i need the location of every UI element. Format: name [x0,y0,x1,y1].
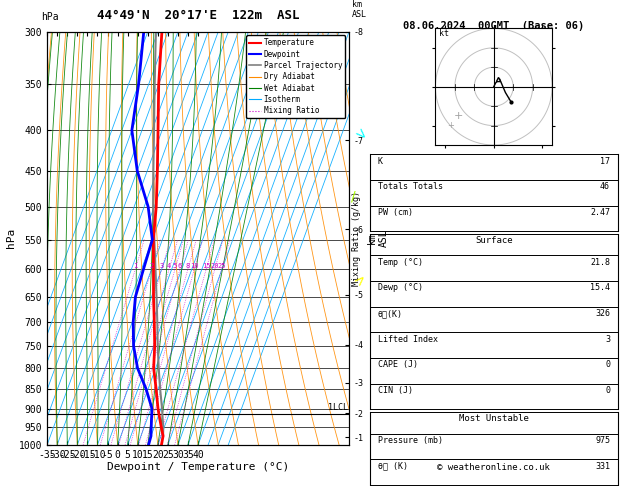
Text: Temp (°C): Temp (°C) [377,258,423,267]
Y-axis label: km
ASL: km ASL [367,229,388,247]
Text: PW (cm): PW (cm) [377,208,413,217]
Text: 3: 3 [605,335,610,344]
Text: 3: 3 [160,263,164,269]
Text: © weatheronline.co.uk: © weatheronline.co.uk [437,463,550,471]
Text: K: K [377,156,382,166]
Text: 20: 20 [211,263,219,269]
Text: hPa: hPa [41,12,58,22]
Text: 46: 46 [600,182,610,191]
Text: 5: 5 [173,263,177,269]
X-axis label: Dewpoint / Temperature (°C): Dewpoint / Temperature (°C) [107,462,289,472]
Text: 1: 1 [133,263,137,269]
Text: +: + [454,111,464,121]
Text: CIN (J): CIN (J) [377,386,413,395]
Text: Pressure (mb): Pressure (mb) [377,436,443,445]
Text: 08.06.2024  00GMT  (Base: 06): 08.06.2024 00GMT (Base: 06) [403,21,584,32]
Text: 1LCL: 1LCL [328,403,348,412]
Text: 10: 10 [190,263,199,269]
Text: Surface: Surface [475,236,513,244]
Text: 15: 15 [202,263,210,269]
Text: 331: 331 [595,462,610,470]
Text: 17: 17 [600,156,610,166]
Text: 21.8: 21.8 [590,258,610,267]
Text: km
ASL: km ASL [352,0,367,19]
Text: 2: 2 [150,263,153,269]
Text: 326: 326 [595,309,610,318]
Text: 2.47: 2.47 [590,208,610,217]
Text: Lifted Index: Lifted Index [377,335,438,344]
Text: kt: kt [439,29,449,38]
Text: Dewp (°C): Dewp (°C) [377,283,423,293]
Text: 15.4: 15.4 [590,283,610,293]
Text: 4: 4 [167,263,171,269]
Text: θᴄ (K): θᴄ (K) [377,462,408,470]
Text: >: > [351,270,369,289]
Text: Most Unstable: Most Unstable [459,414,529,423]
Text: 6: 6 [178,263,182,269]
Text: 0: 0 [605,386,610,395]
Y-axis label: hPa: hPa [6,228,16,248]
Text: 975: 975 [595,436,610,445]
Text: /: / [351,190,355,204]
Text: 25: 25 [218,263,226,269]
Text: +: + [448,121,454,130]
Text: CAPE (J): CAPE (J) [377,361,418,369]
Text: Totals Totals: Totals Totals [377,182,443,191]
Text: 8: 8 [186,263,190,269]
Legend: Temperature, Dewpoint, Parcel Trajectory, Dry Adiabat, Wet Adiabat, Isotherm, Mi: Temperature, Dewpoint, Parcel Trajectory… [246,35,345,118]
Text: Mixing Ratio (g/kg): Mixing Ratio (g/kg) [352,191,361,286]
Text: 0: 0 [605,361,610,369]
Text: 44°49'N  20°17'E  122m  ASL: 44°49'N 20°17'E 122m ASL [97,9,299,22]
Text: θᴄ(K): θᴄ(K) [377,309,403,318]
Text: >: > [351,126,369,144]
